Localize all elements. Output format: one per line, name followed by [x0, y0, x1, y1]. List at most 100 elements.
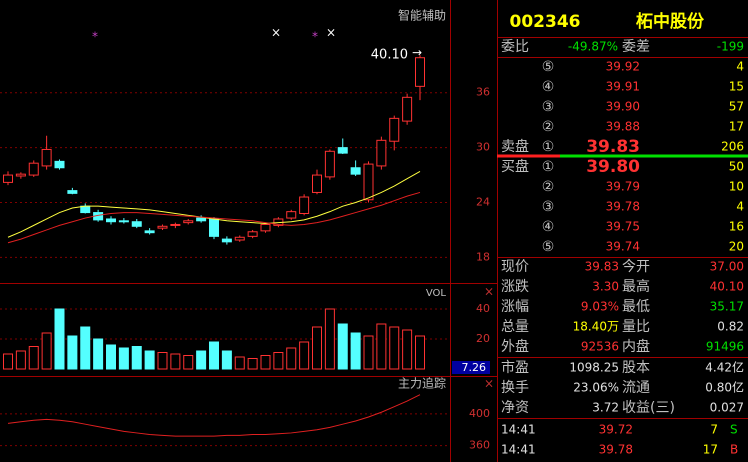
- high-arrow: →: [412, 46, 422, 60]
- level: ③: [542, 99, 555, 115]
- trade-volume: 7: [710, 423, 718, 437]
- volume-bar: [299, 341, 310, 370]
- axis-label: 360: [469, 439, 490, 452]
- trade-side: S: [730, 423, 738, 437]
- volume: 50: [729, 160, 744, 174]
- level: ①: [542, 159, 555, 175]
- candle-body: [234, 236, 245, 241]
- volume-bar: [260, 355, 271, 370]
- axis-label: 24: [476, 196, 490, 209]
- label: 涨幅: [501, 299, 529, 315]
- volume-bar: [415, 335, 425, 370]
- price: 39.83: [586, 137, 640, 157]
- label: 股本: [622, 360, 650, 376]
- candle-body: [157, 225, 168, 229]
- label: 今开: [622, 259, 650, 275]
- volume-bar: [106, 344, 116, 370]
- label: 总量: [501, 319, 529, 335]
- value: 91496: [706, 340, 744, 354]
- candle-body: [247, 231, 258, 237]
- value: 9.03%: [581, 300, 619, 314]
- volume-bar: [144, 350, 155, 370]
- candle-body: [170, 223, 181, 226]
- candle-body: [363, 163, 374, 201]
- svg-text:*: *: [92, 30, 98, 44]
- candle-body: [28, 162, 39, 176]
- candle-body: [260, 223, 271, 232]
- volume-bar: [28, 346, 39, 370]
- value: 35.17: [710, 300, 744, 314]
- candle-body: [415, 57, 425, 87]
- svg-text:×: ×: [484, 285, 494, 299]
- price: 39.79: [606, 180, 640, 194]
- candle-body: [299, 196, 310, 214]
- label: 委差: [622, 39, 650, 55]
- value: 0.82: [717, 320, 744, 334]
- candle-body: [41, 148, 52, 167]
- value: 0.027: [710, 401, 744, 415]
- candle-body: [3, 174, 13, 183]
- price: 39.74: [606, 240, 640, 254]
- axis-label: 400: [469, 407, 490, 420]
- candle-body: [221, 238, 232, 243]
- volume-bar: [389, 326, 400, 370]
- price: 39.80: [586, 157, 640, 177]
- level: ④: [542, 219, 555, 235]
- candle-body: [196, 217, 207, 222]
- axis-label: 36: [476, 86, 490, 99]
- label: 市盈: [501, 359, 529, 376]
- value: -49.87%: [568, 40, 618, 54]
- current-volume: 7.26: [462, 361, 487, 374]
- stock-code: 002346: [510, 12, 581, 32]
- volume: 206: [721, 140, 744, 154]
- tracker-line: [7, 394, 421, 437]
- candle-body: [389, 117, 400, 142]
- volume-bar: [363, 335, 374, 370]
- volume-bar: [3, 353, 13, 370]
- label: 最高: [622, 278, 650, 295]
- volume-bar: [337, 323, 348, 370]
- volume-bar: [312, 326, 322, 370]
- high-annotation: 40.10: [371, 48, 408, 63]
- candle-body: [286, 211, 297, 219]
- price: 39.91: [606, 80, 640, 94]
- volume-bar: [93, 338, 104, 370]
- volume-bar: [402, 329, 413, 370]
- volume-bar: [286, 347, 297, 370]
- label: 委比: [501, 39, 529, 55]
- label: 现价: [501, 259, 529, 275]
- ma-line: [7, 191, 421, 244]
- volume: 15: [729, 80, 744, 94]
- axis-label: 40: [476, 302, 490, 315]
- label: 收益(三): [622, 400, 675, 416]
- price: 39.75: [606, 220, 640, 234]
- level: ③: [542, 199, 555, 215]
- axis-label: 20: [476, 332, 490, 345]
- volume: 4: [736, 200, 744, 214]
- volume-bar: [209, 341, 219, 370]
- candle-body: [324, 150, 335, 178]
- volume-bar: [183, 355, 194, 370]
- trade-side: B: [730, 443, 738, 457]
- candle-body: [106, 218, 116, 223]
- volume-bar: [15, 350, 26, 370]
- volume-bar: [247, 358, 258, 370]
- panel-label: 主力追踪: [398, 376, 446, 391]
- candle-body: [131, 221, 142, 227]
- candle-body: [183, 220, 194, 224]
- label: 买盘: [501, 158, 529, 175]
- label: 净资: [501, 400, 529, 416]
- volume-bar: [376, 323, 387, 370]
- price: 39.90: [606, 100, 640, 114]
- level: ②: [542, 179, 555, 195]
- value: 3.72: [592, 401, 619, 415]
- candle-body: [80, 205, 91, 214]
- value: 4.42亿: [705, 360, 744, 375]
- volume-bar: [41, 332, 52, 370]
- volume-bar: [131, 346, 142, 370]
- volume-bar: [170, 353, 181, 370]
- axis-label: 18: [476, 250, 490, 263]
- candle-body: [15, 173, 26, 177]
